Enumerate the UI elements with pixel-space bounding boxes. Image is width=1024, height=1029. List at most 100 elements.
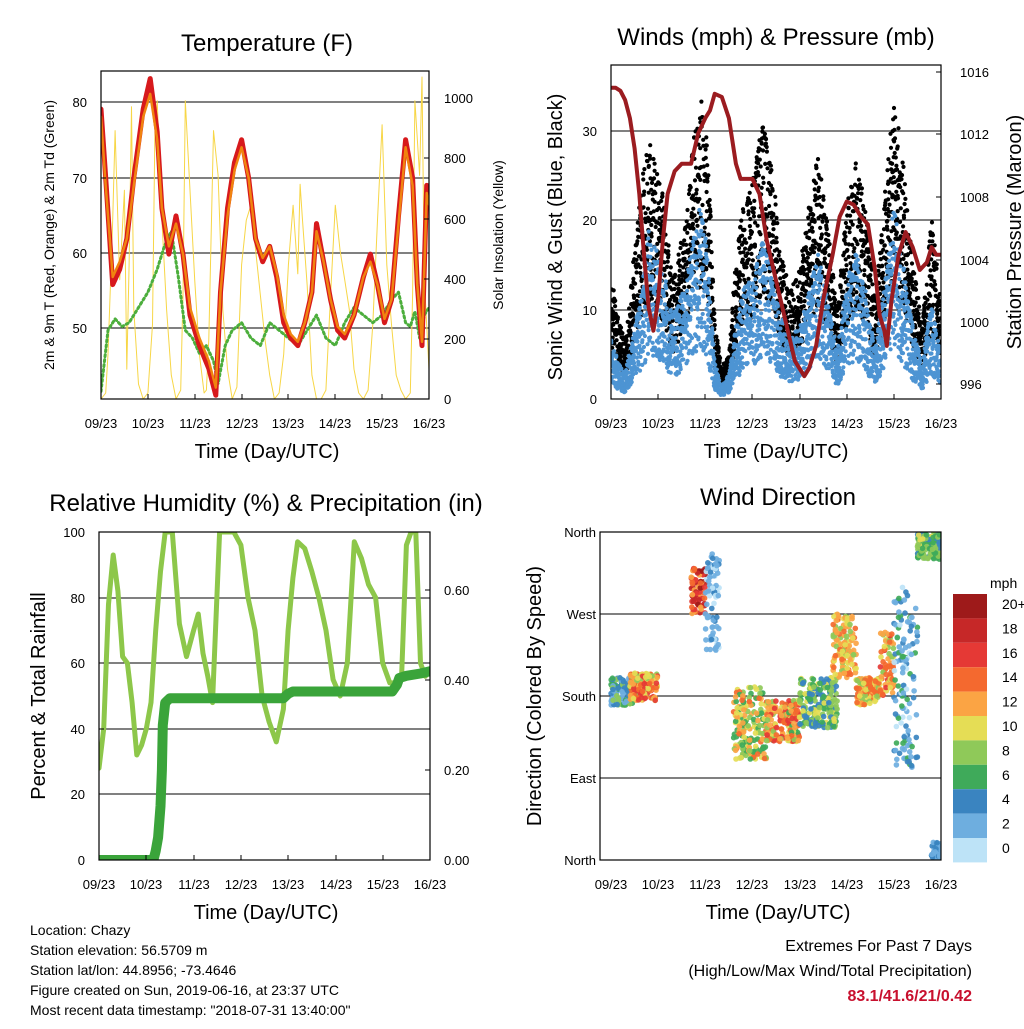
wind-xtick-3: 12/23 — [736, 416, 769, 431]
gust-point — [818, 243, 823, 248]
wind-point — [662, 302, 668, 307]
wind-point — [809, 345, 814, 351]
wind-point — [840, 331, 845, 336]
gust-point — [763, 161, 768, 166]
gust-point — [896, 126, 901, 131]
gust-point — [613, 304, 618, 309]
wind-point — [891, 327, 896, 332]
gust-point — [856, 191, 861, 196]
wind-point — [814, 308, 819, 313]
wind-point — [699, 316, 704, 321]
gust-point — [790, 292, 795, 297]
wind-point — [829, 349, 834, 354]
gust-point — [666, 252, 671, 257]
temperature-ylabel-left: 2m & 9m T (Red, Orange) & 2m Td (Green) — [41, 100, 57, 370]
gust-point — [854, 290, 859, 295]
wind-point — [812, 288, 818, 293]
gust-point — [750, 258, 756, 263]
wind-point — [693, 236, 698, 241]
wind-point — [694, 229, 699, 234]
wind-point — [643, 357, 648, 363]
wind-point — [730, 381, 735, 386]
gust-point — [677, 258, 682, 263]
gust-point — [857, 219, 862, 224]
humidity-y2tick-0: 0.00 — [444, 853, 469, 868]
gust-point — [879, 233, 884, 238]
gust-point — [848, 261, 853, 266]
gust-point — [886, 157, 891, 162]
gust-point — [892, 150, 897, 156]
gust-point — [670, 318, 675, 323]
wind-point — [825, 345, 830, 350]
gust-point — [894, 230, 899, 235]
wind-ytick-30: 30 — [583, 124, 597, 139]
gust-point — [814, 166, 819, 171]
gust-point — [809, 225, 815, 230]
direction-title: Wind Direction — [700, 484, 856, 511]
wind-point — [818, 265, 824, 270]
gust-point — [701, 137, 706, 142]
gust-point — [649, 296, 655, 301]
wind-ytick-20: 20 — [583, 213, 597, 228]
gust-point — [740, 273, 746, 278]
wind-point — [651, 302, 656, 307]
wind-point — [845, 321, 851, 326]
gust-point — [916, 295, 921, 301]
wind-point — [831, 339, 836, 344]
temperature-y2tick-600: 600 — [444, 212, 466, 227]
gust-point — [703, 172, 708, 177]
wind-point — [801, 365, 807, 370]
wind-point — [684, 323, 689, 328]
gust-point — [677, 268, 682, 273]
gust-point — [730, 306, 735, 311]
wind-point — [832, 334, 837, 339]
wind-point — [763, 267, 768, 272]
wind-point — [664, 306, 669, 311]
gust-point — [741, 250, 746, 255]
humidity-ylabel-left: Percent & Total Rainfall — [28, 592, 50, 800]
gust-point — [891, 105, 897, 111]
wind-point — [806, 341, 811, 346]
gust-point — [868, 273, 873, 278]
gust-point — [852, 246, 857, 251]
gust-point — [641, 177, 646, 182]
wind-point — [633, 348, 639, 353]
gust-point — [667, 297, 673, 302]
wind-point — [841, 365, 846, 370]
wind-point — [855, 257, 861, 262]
wind-point — [626, 370, 631, 375]
gust-point — [657, 216, 662, 221]
gust-point — [819, 232, 825, 237]
gust-point — [731, 292, 737, 298]
gust-point — [870, 312, 875, 317]
wind-point — [705, 302, 711, 307]
gust-point — [798, 309, 803, 314]
gust-point — [885, 227, 890, 232]
gust-point — [651, 176, 657, 181]
temperature-y2tick-200: 200 — [444, 332, 466, 347]
wind-point — [881, 366, 886, 371]
gust-point — [907, 290, 913, 295]
gust-point — [784, 273, 789, 278]
gust-point — [935, 309, 940, 314]
wind-xtick-2: 11/23 — [689, 416, 721, 431]
wind-point — [755, 261, 760, 266]
wind-point — [646, 328, 651, 333]
wind-point — [637, 315, 643, 320]
wind-y2tick-1000: 1000 — [960, 315, 989, 330]
gust-point — [665, 264, 670, 269]
wind-point — [647, 338, 652, 343]
direction-panel: Wind Direction North East South West Nor… — [524, 484, 1024, 924]
wind-point — [881, 346, 886, 351]
wind-point — [934, 357, 939, 362]
wind-point — [842, 357, 848, 362]
wind-y2tick-996: 996 — [960, 377, 982, 392]
wind-point — [667, 317, 672, 322]
gust-point — [843, 220, 849, 226]
wind-point — [769, 276, 774, 281]
wind-point — [908, 360, 913, 366]
wind-point — [897, 309, 902, 314]
gust-point — [643, 211, 648, 216]
gust-point — [801, 281, 806, 286]
gust-point — [749, 230, 755, 235]
